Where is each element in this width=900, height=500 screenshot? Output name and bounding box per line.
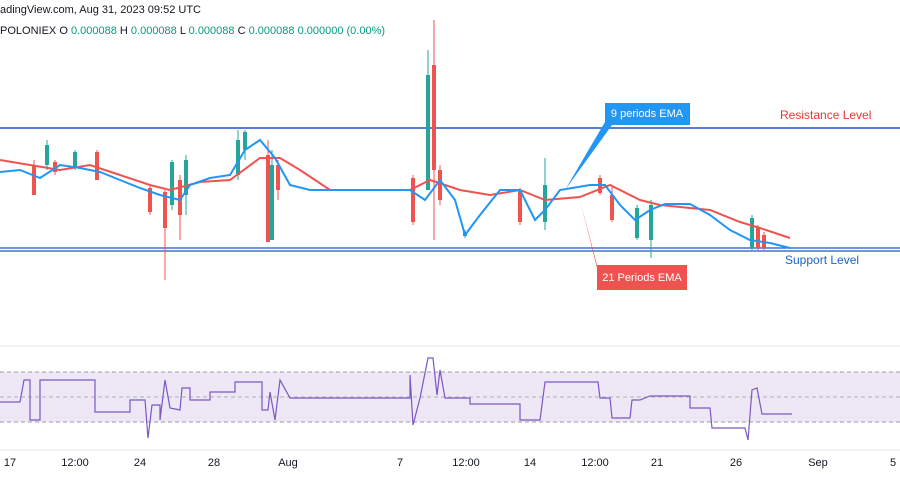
ema-9-line (0, 138, 791, 249)
ohlc-key: O (59, 25, 68, 37)
candles (32, 20, 766, 280)
x-tick-label: 12:00 (452, 457, 480, 469)
candle-body (270, 165, 274, 240)
candle-body (73, 152, 77, 168)
x-tick-label: Sep (808, 457, 828, 469)
x-tick-label: 7 (397, 457, 403, 469)
candle-body (518, 190, 522, 222)
x-tick-label: 28 (208, 457, 220, 469)
x-tick-label: 5 (890, 457, 896, 469)
candle-body (95, 152, 99, 180)
ohlc-key: C (238, 25, 246, 37)
candle-body (543, 185, 547, 222)
candle-body (178, 180, 182, 215)
x-tick-label: 12:00 (581, 457, 609, 469)
rsi-line (0, 357, 792, 441)
candle-body (432, 65, 436, 170)
candle-body (411, 178, 415, 222)
x-tick-label: 26 (730, 457, 742, 469)
candle-body (170, 162, 174, 205)
change: 0.000000 (0.00%) (298, 25, 385, 37)
ema9-callout (565, 103, 690, 190)
x-tick-label: 12:00 (61, 457, 89, 469)
ohlc-value: 0.000088 (249, 25, 295, 37)
ohlc-value: 0.000088 (189, 25, 235, 37)
candle-body (276, 165, 280, 190)
ohlc-value: 0.000088 (71, 25, 117, 37)
candle-body (184, 160, 188, 195)
ema21-callout (580, 200, 687, 290)
candle-body (243, 132, 247, 150)
x-tick-label: Aug (278, 457, 298, 469)
candle-body (148, 188, 152, 212)
x-tick-label: 21 (651, 457, 663, 469)
candle-body (45, 145, 49, 165)
support-label: Support Level (785, 253, 859, 267)
ohlc-key: L (180, 25, 186, 37)
candle-body (426, 75, 430, 190)
ema-21-line (0, 157, 791, 239)
resistance-label: Resistance Level (780, 108, 871, 122)
ema9-label: 9 periods EMA (611, 108, 684, 120)
candle-body (635, 208, 639, 238)
header-line: POLONIEX O 0.000088 H 0.000088 L 0.00008… (0, 25, 385, 37)
candle-body (750, 218, 754, 248)
ema21-label: 21 Periods EMA (602, 272, 682, 284)
x-tick-label: 14 (524, 457, 536, 469)
candle-body (236, 140, 240, 175)
x-axis: 17 12:00 24 28 Aug 7 12:00 14 12:00 21 26 Sep 5 (4, 457, 896, 469)
ohlc-key: H (120, 25, 128, 37)
candle-body (53, 162, 57, 172)
candle-body (266, 155, 270, 242)
candle-body (438, 170, 442, 200)
x-tick-label: 17 (4, 457, 16, 469)
exchange: POLONIEX (0, 25, 57, 37)
candle-body (163, 192, 167, 228)
candle-body (32, 165, 36, 195)
candle-body (649, 205, 653, 240)
candle-body (610, 195, 614, 220)
ohlc-value: 0.000088 (131, 25, 177, 37)
header-source: adingView.com, Aug 31, 2023 09:52 UTC (0, 4, 201, 16)
header-ohlc: POLONIEX O 0.000088 H 0.000088 L 0.00008… (0, 25, 385, 37)
candle-body (756, 228, 760, 248)
x-tick-label: 24 (134, 457, 146, 469)
